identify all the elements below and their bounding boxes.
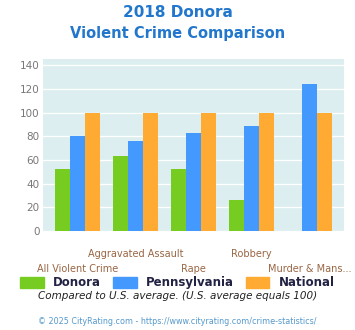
Bar (259, 113, 274, 231)
Text: Violent Crime Comparison: Violent Crime Comparison (70, 26, 285, 41)
Text: Compared to U.S. average. (U.S. average equals 100): Compared to U.S. average. (U.S. average … (38, 291, 317, 301)
Legend: Donora, Pennsylvania, National: Donora, Pennsylvania, National (15, 272, 340, 294)
Text: All Violent Crime: All Violent Crime (37, 264, 118, 274)
Bar (143, 113, 158, 231)
Bar (55, 170, 70, 231)
Bar (85, 113, 100, 231)
Text: Rape: Rape (181, 264, 206, 274)
Text: Murder & Mans...: Murder & Mans... (268, 264, 351, 274)
Text: © 2025 CityRating.com - https://www.cityrating.com/crime-statistics/: © 2025 CityRating.com - https://www.city… (38, 317, 317, 326)
Text: 2018 Donora: 2018 Donora (122, 5, 233, 20)
Bar (171, 170, 186, 231)
Bar (229, 200, 244, 231)
Text: Aggravated Assault: Aggravated Assault (88, 249, 183, 259)
Bar (317, 113, 332, 231)
Bar (70, 136, 85, 231)
Bar (128, 141, 143, 231)
Bar (302, 84, 317, 231)
Text: Robbery: Robbery (231, 249, 272, 259)
Bar (113, 156, 128, 231)
Bar (201, 113, 216, 231)
Bar (186, 133, 201, 231)
Bar (244, 126, 259, 231)
